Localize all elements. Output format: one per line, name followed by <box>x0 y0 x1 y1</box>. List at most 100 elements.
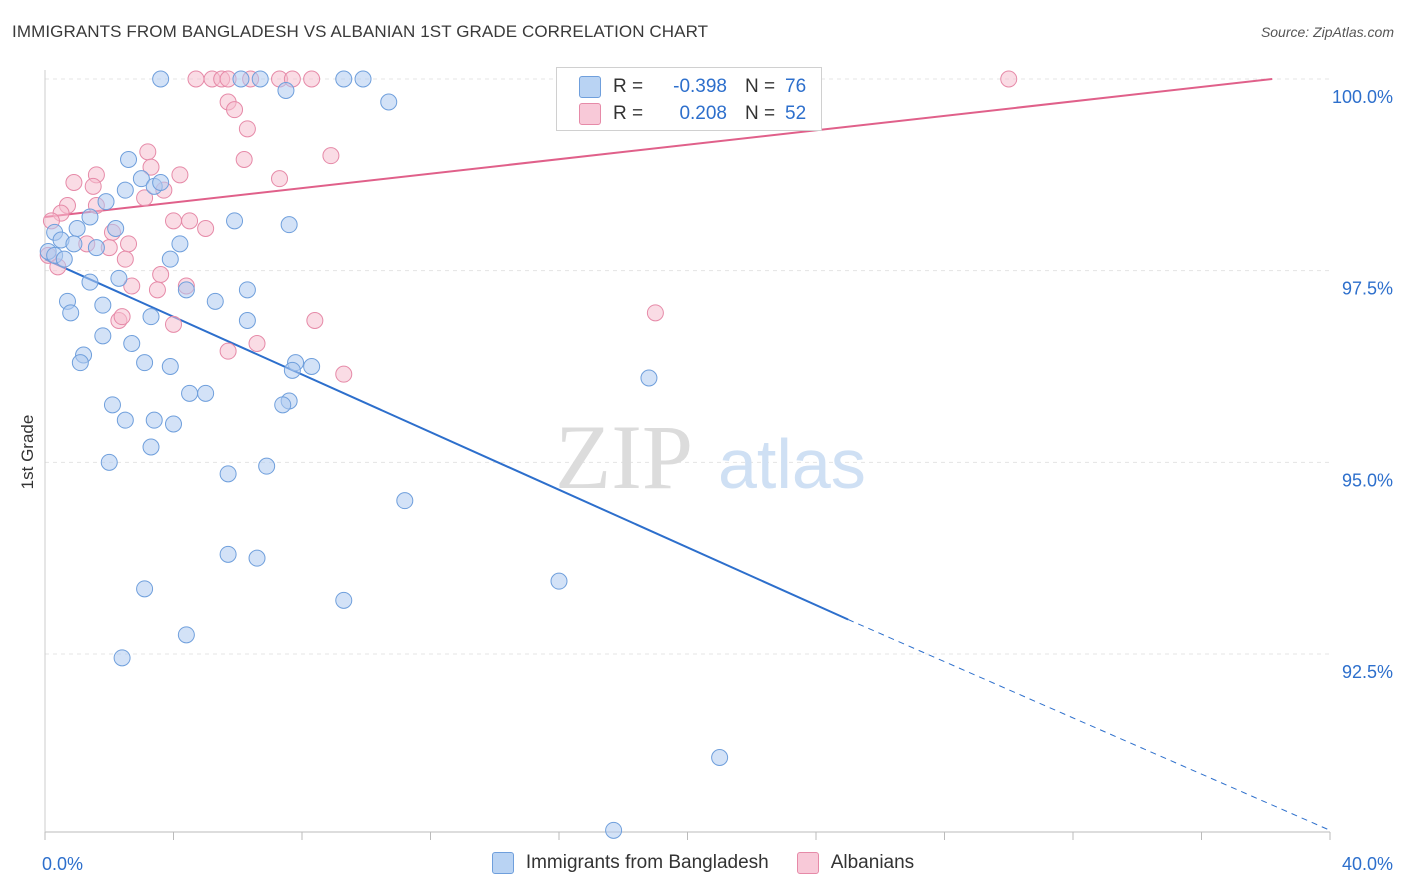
legend-swatch-pink <box>579 103 601 125</box>
data-point-bangladesh <box>165 415 182 433</box>
data-point-bangladesh <box>152 174 170 191</box>
y-tick-label: 92.5% <box>1342 662 1393 682</box>
data-point-bangladesh <box>81 208 99 226</box>
data-point-bangladesh <box>380 93 398 111</box>
data-point-bangladesh <box>113 649 131 667</box>
data-point-bangladesh <box>142 308 160 326</box>
watermark-atlas: atlas <box>718 425 866 503</box>
data-point-bangladesh <box>94 296 112 314</box>
data-point-albanians <box>148 281 166 299</box>
data-point-albanians <box>139 143 157 161</box>
y-axis-label: 1st Grade <box>18 414 37 490</box>
x-tick-label: 0.0% <box>42 854 83 874</box>
data-point-bangladesh <box>226 212 244 230</box>
data-point-albanians <box>165 315 182 333</box>
data-point-bangladesh <box>640 369 658 387</box>
data-point-bangladesh <box>142 438 160 456</box>
legend-label-bangladesh: Immigrants from Bangladesh <box>525 852 769 873</box>
data-point-bangladesh <box>68 220 86 237</box>
data-point-bangladesh <box>280 216 298 234</box>
data-point-bangladesh <box>277 82 295 99</box>
legend-swatch-pink <box>796 852 819 874</box>
data-point-bangladesh <box>219 545 237 563</box>
data-point-albanians <box>181 212 199 230</box>
data-point-bangladesh <box>120 151 138 168</box>
data-point-albanians <box>306 312 324 329</box>
data-point-albanians <box>219 342 237 360</box>
data-point-bangladesh <box>605 821 623 839</box>
data-point-albanians <box>303 70 321 88</box>
data-point-albanians <box>136 189 154 207</box>
data-point-bangladesh <box>145 411 163 429</box>
chart-title: IMMIGRANTS FROM BANGLADESH VS ALBANIAN 1… <box>12 22 709 41</box>
legend-n-value: 76 <box>785 76 807 97</box>
data-point-bangladesh <box>87 239 105 257</box>
data-point-albanians <box>84 177 102 195</box>
legend-r-value: -0.398 <box>673 76 727 97</box>
data-point-bangladesh <box>283 361 301 379</box>
legend-swatch-blue <box>579 76 601 98</box>
stats-legend: R = -0.398 N = 76 R = 0.208 N = 52 <box>556 67 822 131</box>
data-point-albanians <box>1000 70 1018 88</box>
axis-layer <box>44 70 1331 840</box>
data-point-bangladesh <box>136 354 154 372</box>
data-point-bangladesh <box>132 170 150 188</box>
data-point-albanians <box>248 335 266 352</box>
data-point-albanians <box>322 147 340 165</box>
data-point-albanians <box>197 220 215 237</box>
data-point-bangladesh <box>274 396 292 414</box>
legend-item-bangladesh[interactable]: Immigrants from Bangladesh <box>491 852 769 874</box>
data-point-bangladesh <box>152 70 170 88</box>
legend-swatch-blue <box>491 852 514 874</box>
data-point-albanians <box>335 365 353 383</box>
data-point-albanians <box>171 166 189 184</box>
data-point-bangladesh <box>116 411 134 429</box>
data-point-bangladesh <box>335 591 353 609</box>
data-point-albanians <box>165 212 182 230</box>
data-point-bangladesh <box>136 580 154 598</box>
grid-layer <box>45 78 1330 655</box>
data-point-albanians <box>116 250 134 268</box>
data-point-albanians <box>235 151 253 168</box>
data-point-bangladesh <box>181 384 199 402</box>
data-point-bangladesh <box>103 396 121 414</box>
legend-n-label: N = <box>745 103 776 124</box>
data-point-bangladesh <box>303 358 321 375</box>
data-point-bangladesh <box>206 292 224 310</box>
data-point-bangladesh <box>81 273 99 291</box>
data-point-bangladesh <box>711 749 729 766</box>
data-point-albanians <box>142 158 160 176</box>
data-point-bangladesh <box>123 335 141 352</box>
data-point-albanians <box>271 170 289 188</box>
data-point-bangladesh <box>177 626 195 644</box>
data-point-bangladesh <box>177 281 195 299</box>
data-point-albanians <box>187 70 205 88</box>
data-point-bangladesh <box>258 457 276 475</box>
data-point-albanians <box>120 235 138 253</box>
data-point-bangladesh <box>161 358 179 375</box>
data-point-bangladesh <box>62 304 80 322</box>
data-point-bangladesh <box>110 269 128 287</box>
data-point-bangladesh <box>71 354 89 372</box>
data-point-bangladesh <box>171 235 189 253</box>
data-point-albanians <box>152 266 170 283</box>
legend-row-albanians: R = 0.208 N = 52 <box>579 102 806 126</box>
data-point-bangladesh <box>100 453 118 471</box>
legend-row-bangladesh: R = -0.398 N = 76 <box>579 75 806 99</box>
tick-label-layer: 92.5% 95.0% 97.5% 100.0% 0.0% 40.0% <box>42 87 1393 874</box>
legend-r-label: R = <box>613 103 644 124</box>
data-point-bangladesh <box>116 181 134 199</box>
data-point-bangladesh <box>55 250 73 268</box>
series-legend: Immigrants from Bangladesh Albanians <box>0 852 1406 874</box>
data-point-albanians <box>646 304 664 322</box>
data-point-bangladesh <box>248 549 266 567</box>
legend-item-albanians[interactable]: Albanians <box>796 852 914 874</box>
data-point-bangladesh <box>161 250 179 268</box>
chart-source: Source: ZipAtlas.com <box>1260 24 1394 40</box>
data-point-bangladesh <box>219 465 237 483</box>
y-tick-label: 100.0% <box>1332 87 1393 107</box>
data-point-bangladesh <box>94 327 112 345</box>
y-tick-label: 97.5% <box>1342 279 1393 299</box>
y-tick-label: 95.0% <box>1342 470 1393 490</box>
